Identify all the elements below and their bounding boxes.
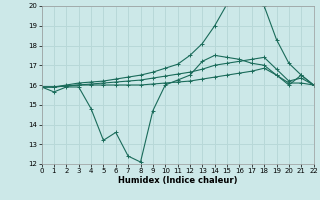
X-axis label: Humidex (Indice chaleur): Humidex (Indice chaleur) — [118, 176, 237, 185]
